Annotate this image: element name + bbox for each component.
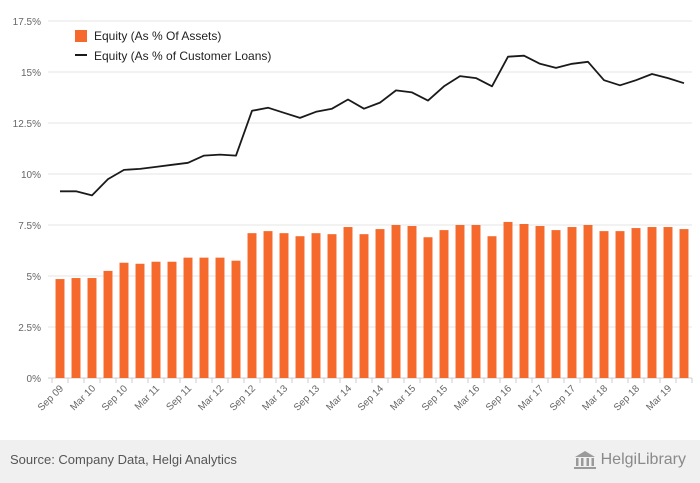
bar: [359, 234, 369, 378]
x-tick-label: Mar 16: [452, 383, 482, 413]
y-axis: 0% 2.5% 5% 7.5% 10% 12.5% 15% 17.5%: [13, 17, 41, 385]
bar-series: [55, 221, 689, 378]
bar: [199, 257, 209, 378]
footer-bar: Source: Company Data, Helgi Analytics He…: [0, 440, 700, 483]
gridlines: [48, 20, 692, 379]
bar: [407, 226, 417, 378]
bar: [663, 227, 673, 378]
legend-label-line: Equity (As % of Customer Loans): [94, 49, 271, 63]
bar: [343, 227, 353, 378]
x-tick-label: Sep 18: [612, 383, 642, 413]
bar: [423, 237, 433, 378]
x-tick-label: Sep 09: [36, 383, 66, 413]
bar: [215, 257, 225, 378]
x-tick-label: Mar 14: [324, 383, 354, 413]
legend-swatch-bar: [75, 30, 87, 42]
x-tick-label: Sep 11: [164, 383, 194, 413]
brand-name: HelgiLibrary: [600, 451, 686, 468]
x-tick-label: Mar 19: [644, 383, 674, 413]
y-tick-label: 17.5%: [13, 17, 41, 28]
line-series: [60, 54, 685, 197]
bar: [487, 236, 497, 378]
combo-bar-line-chart: 0%2.5%5%7.5%10%12.5%15%17.5% Sep 09 Mar 1…: [13, 17, 693, 414]
y-tick-label: 0%: [27, 374, 42, 385]
x-tick-label: Mar 12: [196, 383, 226, 413]
x-tick-label: Sep 16: [484, 383, 514, 413]
y-tick-label: 2.5%: [18, 323, 41, 334]
bar: [631, 228, 641, 378]
bar: [119, 262, 129, 378]
x-tick-label: Mar 17: [516, 383, 546, 413]
bar: [87, 278, 97, 378]
bar: [439, 230, 449, 378]
bar: [583, 225, 593, 378]
bar: [295, 236, 305, 378]
bar: [247, 233, 257, 378]
y-tick-label: 5%: [27, 272, 42, 283]
bar: [167, 261, 177, 378]
x-tick-label: Sep 12: [228, 383, 258, 413]
bar: [551, 230, 561, 378]
y-tick-label: 7.5%: [18, 221, 41, 232]
bar: [519, 223, 529, 378]
x-tick-label: Sep 15: [420, 383, 450, 413]
bar: [503, 221, 513, 378]
bar: [647, 227, 657, 378]
bar: [231, 260, 241, 378]
bar: [263, 231, 273, 378]
bar: [135, 263, 145, 378]
x-tick-label: Sep 14: [356, 383, 386, 413]
brand-logo: HelgiLibrary: [573, 450, 686, 470]
legend: Equity (As % Of Assets) Equity (As % of …: [75, 29, 271, 63]
x-tick-label: Mar 15: [388, 383, 418, 413]
x-axis: Sep 09 Mar 10 Sep 10 Mar 11 Sep 11 Mar 12 Sep …: [36, 378, 693, 414]
legend-label-bar: Equity (As % Of Assets): [94, 29, 221, 43]
bar: [567, 227, 577, 378]
bar: [535, 226, 545, 378]
bar: [599, 231, 609, 378]
bar: [279, 233, 289, 378]
library-building-icon: [573, 450, 597, 470]
bar: [103, 270, 113, 378]
source-note: Source: Company Data, Helgi Analytics: [10, 452, 237, 467]
y-tick-label: 15%: [21, 68, 41, 79]
bar: [55, 279, 65, 378]
bar: [455, 225, 465, 378]
bar: [679, 229, 689, 378]
bar: [375, 229, 385, 378]
x-tick-label: Mar 11: [133, 383, 163, 413]
bar: [327, 234, 337, 378]
line-path: [60, 54, 685, 197]
bar: [615, 231, 625, 378]
bar: [71, 278, 81, 378]
x-tick-label: Sep 17: [548, 383, 578, 413]
y-tick-label: 12.5%: [13, 119, 41, 130]
x-tick-label: Mar 18: [580, 383, 610, 413]
y-tick-label: 10%: [21, 170, 41, 181]
bar: [151, 261, 161, 378]
bar: [471, 225, 481, 378]
bar: [391, 225, 401, 378]
bar: [311, 233, 321, 378]
x-tick-label: Mar 13: [260, 383, 290, 413]
x-tick-label: Sep 10: [100, 383, 130, 413]
x-tick-label: Mar 10: [68, 383, 98, 413]
x-tick-label: Sep 13: [292, 383, 322, 413]
bar: [183, 257, 193, 378]
